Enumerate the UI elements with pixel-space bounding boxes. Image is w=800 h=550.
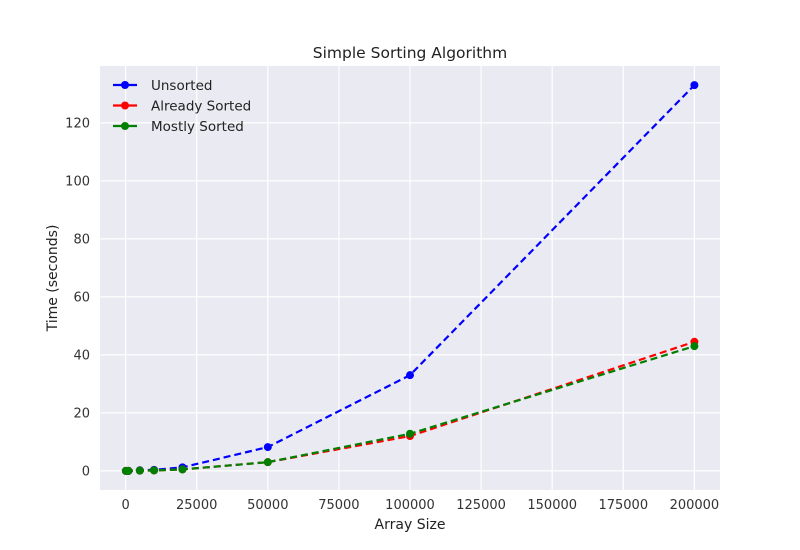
data-point-mostly-sorted-4: [178, 465, 187, 474]
x-tick-label-3: 75000: [318, 498, 359, 513]
data-point-mostly-sorted-2: [135, 466, 144, 475]
legend-marker-unsorted: [121, 81, 129, 89]
x-tick-label-5: 125000: [456, 498, 506, 513]
data-point-unsorted-7: [690, 81, 699, 90]
chart-title: Simple Sorting Algorithm: [313, 44, 507, 62]
series-layer: [121, 81, 699, 475]
x-tick-label-7: 175000: [598, 498, 648, 513]
legend-label-already-sorted: Already Sorted: [151, 99, 251, 115]
x-tick-label-0: 0: [121, 498, 129, 513]
y-tick-label-1: 20: [73, 406, 90, 421]
y-axis-title: Time (seconds): [45, 225, 61, 333]
x-tick-label-1: 25000: [176, 498, 217, 513]
series-mostly-sorted: [121, 342, 699, 475]
y-tick-label-6: 120: [65, 116, 90, 131]
y-tick-label-0: 0: [82, 464, 90, 479]
legend-item-already-sorted: Already Sorted: [113, 99, 251, 115]
y-tick-label-5: 100: [65, 174, 90, 189]
y-tick-label-3: 60: [73, 290, 90, 305]
x-tick-label-8: 200000: [670, 498, 720, 513]
legend-marker-already-sorted: [121, 101, 129, 110]
legend: Unsorted Already Sorted Mostly Sorted: [113, 78, 251, 135]
legend-item-mostly-sorted: Mostly Sorted: [113, 119, 244, 135]
data-point-mostly-sorted-6: [406, 429, 414, 438]
x-tick-label-2: 50000: [247, 498, 288, 513]
x-tick-label-6: 150000: [527, 498, 577, 513]
legend-marker-mostly-sorted: [121, 122, 129, 130]
data-point-unsorted-5: [263, 443, 272, 452]
x-tick-label-4: 100000: [385, 498, 435, 513]
data-point-mostly-sorted-5: [263, 458, 272, 467]
legend-label-unsorted: Unsorted: [151, 78, 212, 94]
legend-label-mostly-sorted: Mostly Sorted: [151, 119, 244, 135]
data-point-mostly-sorted-7: [690, 342, 699, 351]
grid-lines: [100, 66, 720, 490]
x-axis-title: Array Size: [375, 517, 446, 533]
tick-labels: 0 25000 50000 75000 100000 125000 150000 175000…: [65, 116, 719, 513]
data-point-unsorted-6: [406, 371, 414, 380]
data-point-mostly-sorted-1: [124, 466, 133, 475]
y-tick-label-2: 40: [73, 348, 90, 363]
legend-item-unsorted: Unsorted: [113, 78, 212, 94]
data-point-mostly-sorted-3: [150, 466, 159, 475]
y-tick-label-4: 80: [73, 232, 90, 247]
